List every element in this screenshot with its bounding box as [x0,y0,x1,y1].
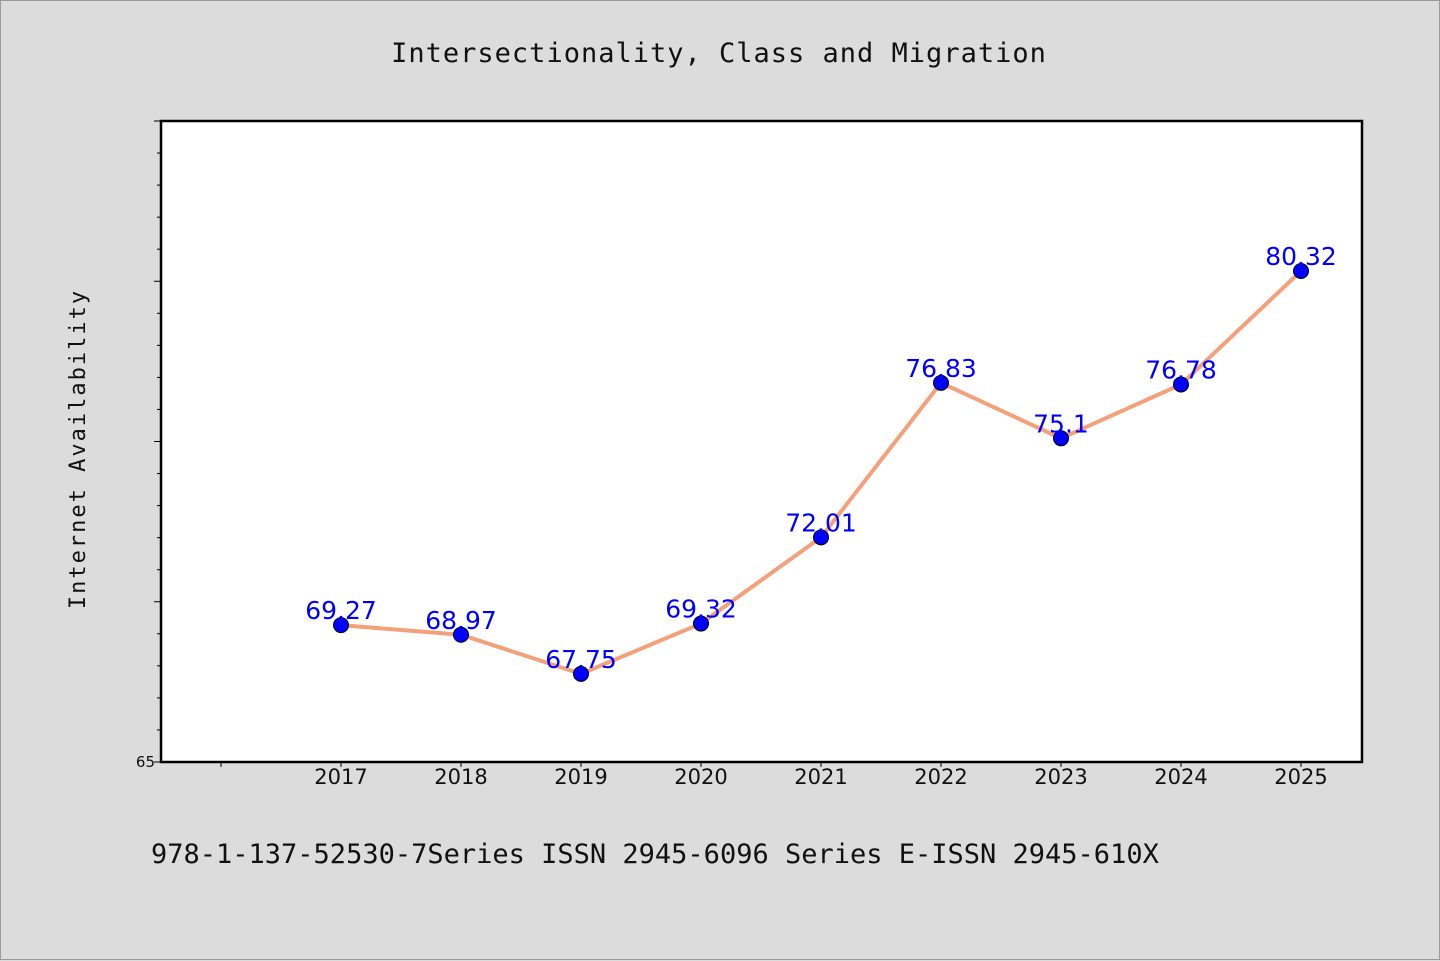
footer-isbn-text: 978-1-137-52530-7Series ISSN 2945-6096 S… [151,839,1159,870]
x-tick-label: 2024 [1154,765,1207,789]
y-axis-label: Internet Availability [66,289,91,609]
x-tick-label: 2019 [554,765,607,789]
data-label: 76.78 [1145,355,1217,384]
x-tick-label: 2017 [314,765,367,789]
data-point [573,665,589,682]
data-label: 76.83 [905,354,977,383]
series-layer: 69.27 68.97 67.75 69.32 72.01 76.83 75.1 76.78 8… [305,242,1337,682]
data-label: 72.01 [785,508,857,537]
data-point [1053,430,1069,447]
chart-title: Intersectionality, Class and Migration [391,38,1047,69]
data-point [453,626,469,643]
data-point [1173,376,1189,393]
data-label: 80.32 [1265,242,1337,271]
x-tick-label: 2020 [674,765,727,789]
data-point [813,529,829,546]
data-label: 67.75 [545,645,617,674]
y-tick-label: 65 [136,753,155,771]
x-tick-label: 2022 [914,765,967,789]
plot-area [159,119,1364,764]
data-label: 75.1 [1033,409,1089,438]
y-axis-ticks: 65 [136,120,161,771]
data-label: 69.32 [665,595,737,624]
data-point [333,617,349,634]
x-tick-label: 2023 [1034,765,1087,789]
x-axis-ticks: 2017 2018 2019 2020 2021 2022 2023 2024 2025 [220,762,1328,789]
data-label: 68.97 [425,606,497,635]
x-tick-label: 2021 [794,765,847,789]
data-point [693,615,709,632]
x-tick-label: 2025 [1274,765,1327,789]
data-label: 69.27 [305,596,377,625]
data-point [1293,262,1309,279]
x-tick-label: 2018 [434,765,487,789]
data-point [933,374,949,391]
